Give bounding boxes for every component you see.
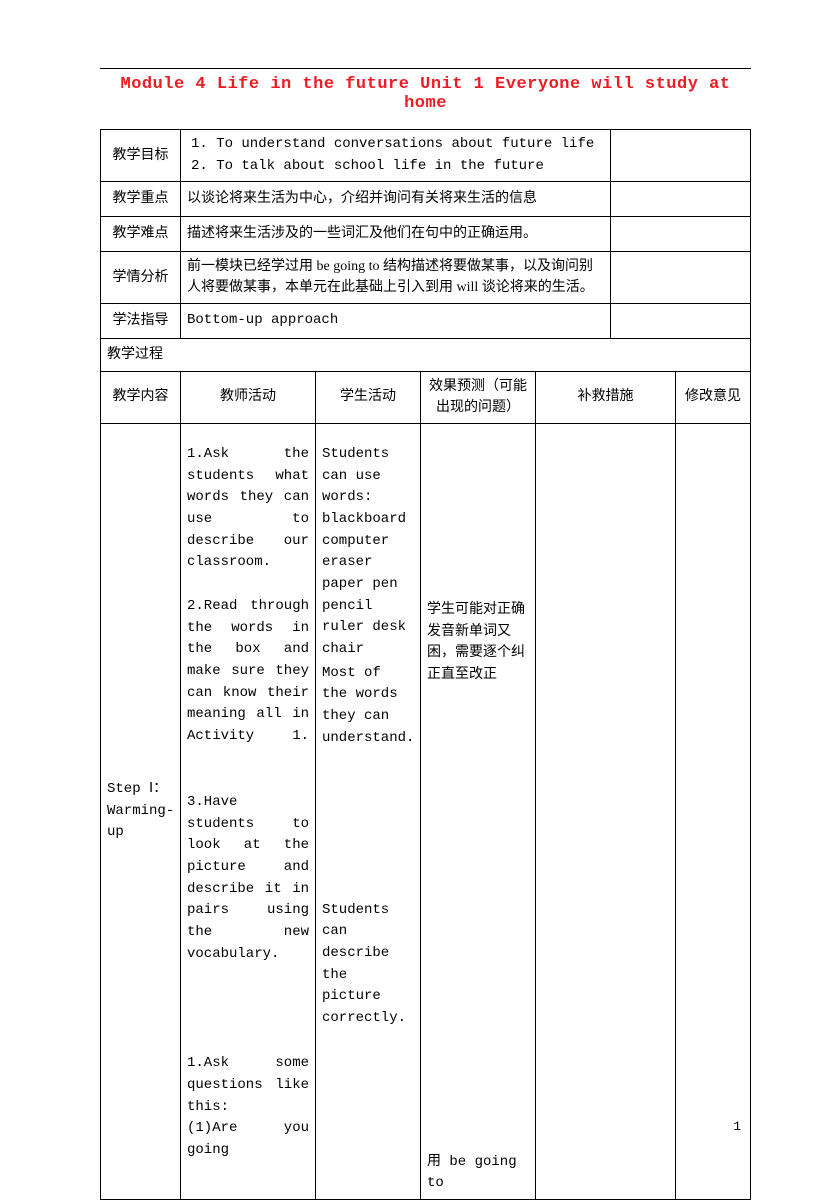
focus-label: 教学重点 [101,182,181,217]
step2-teacher-1: 1.Ask some questions like this: [187,1053,309,1118]
goal-item-1: 1. To understand conversations about fut… [187,134,604,156]
method-row: 学法指导 Bottom-up approach [101,304,751,339]
analysis-row: 学情分析 前一模块已经学过用 be going to 结构描述将要做某事，以及询… [101,251,751,303]
analysis-text: 前一模块已经学过用 be going to 结构描述将要做某事，以及询问别人将要… [181,251,611,303]
focus-empty [611,182,751,217]
step1-student-3: Students can describe the picture correc… [322,900,414,1030]
header-row: 教学内容 教师活动 学生活动 效果预测（可能出现的问题） 补救措施 修改意见 [101,371,751,423]
step1-name: Step Ⅰ：Warming-up [101,423,181,1199]
header-teacher: 教师活动 [181,371,316,423]
step1-teacher-2: 2.Read through the words in the box and … [187,596,309,748]
difficulty-text: 描述将来生活涉及的一些词汇及他们在句中的正确运用。 [181,217,611,252]
step1-teacher-3: 3.Have students to look at the picture a… [187,792,309,966]
difficulty-label: 教学难点 [101,217,181,252]
step1-student: Students can use words: blackboard compu… [316,423,421,1199]
header-student: 学生活动 [316,371,421,423]
document-title: Module 4 Life in the future Unit 1 Every… [100,75,751,113]
goal-item-2: 2. To talk about school life in the futu… [187,156,604,178]
difficulty-empty [611,217,751,252]
step1-name-text: Step Ⅰ：Warming-up [107,781,174,840]
process-row: 教学过程 [101,338,751,371]
header-revise: 修改意见 [676,371,751,423]
step1-student-1: Students can use words: blackboard compu… [322,444,414,661]
step1-teacher: 1.Ask the students what words they can u… [181,423,316,1199]
step1-teacher-1: 1.Ask the students what words they can u… [187,444,309,574]
header-remedy: 补救措施 [536,371,676,423]
step1-effect-text: 学生可能对正确发音新单词又困，需要逐个纠正直至改正 [427,599,529,686]
page: Module 4 Life in the future Unit 1 Every… [0,0,826,1169]
method-empty [611,304,751,339]
step1-row: Step Ⅰ：Warming-up 1.Ask the students wha… [101,423,751,1199]
goal-row: 教学目标 1. To understand conversations abou… [101,130,751,182]
top-rule [100,68,751,69]
goal-empty [611,130,751,182]
step2-effect-text: 用 be going to [427,1152,529,1195]
analysis-label: 学情分析 [101,251,181,303]
step1-remedy [536,423,676,1199]
step1-revise [676,423,751,1199]
step1-effect: 学生可能对正确发音新单词又困，需要逐个纠正直至改正 用 be going to [421,423,536,1199]
step1-student-2: Most of the words they can understand. [322,663,414,750]
header-effect: 效果预测（可能出现的问题） [421,371,536,423]
method-text: Bottom-up approach [181,304,611,339]
page-number: 1 [733,1119,741,1134]
focus-row: 教学重点 以谈论将来生活为中心，介绍并询问有关将来生活的信息 [101,182,751,217]
header-content: 教学内容 [101,371,181,423]
process-label: 教学过程 [101,338,751,371]
focus-text: 以谈论将来生活为中心，介绍并询问有关将来生活的信息 [181,182,611,217]
goal-label: 教学目标 [101,130,181,182]
goal-text: 1. To understand conversations about fut… [181,130,611,182]
difficulty-row: 教学难点 描述将来生活涉及的一些词汇及他们在句中的正确运用。 [101,217,751,252]
analysis-empty [611,251,751,303]
method-label: 学法指导 [101,304,181,339]
step2-teacher-2: (1)Are you going [187,1118,309,1161]
lesson-plan-table: 教学目标 1. To understand conversations abou… [100,129,751,1200]
